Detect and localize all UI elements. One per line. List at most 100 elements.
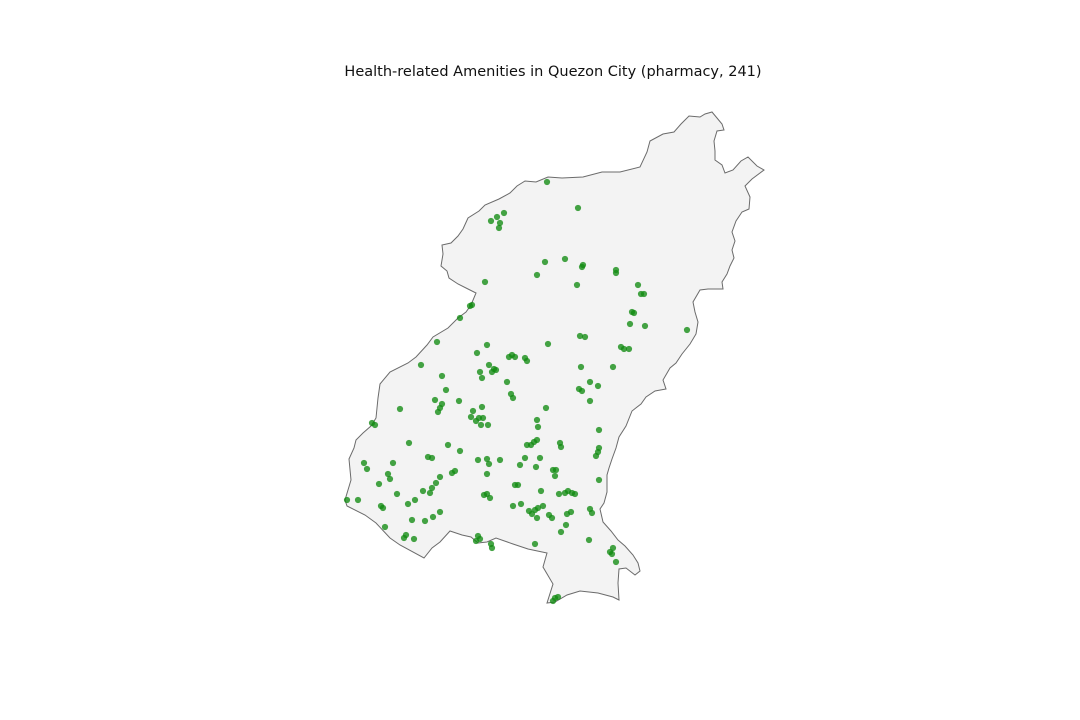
pharmacy-point bbox=[578, 263, 586, 271]
pharmacy-point bbox=[428, 484, 436, 492]
pharmacy-point bbox=[483, 470, 491, 478]
pharmacy-point bbox=[509, 394, 517, 402]
pharmacy-point bbox=[381, 523, 389, 531]
pharmacy-point bbox=[478, 374, 486, 382]
pharmacy-point bbox=[511, 353, 519, 361]
pharmacy-point bbox=[444, 441, 452, 449]
pharmacy-point bbox=[516, 461, 524, 469]
pharmacy-point bbox=[533, 436, 541, 444]
pharmacy-point bbox=[534, 423, 542, 431]
pharmacy-point bbox=[455, 397, 463, 405]
pharmacy-point bbox=[543, 178, 551, 186]
pharmacy-point bbox=[479, 414, 487, 422]
pharmacy-point bbox=[473, 349, 481, 357]
pharmacy-point bbox=[419, 487, 427, 495]
pharmacy-point bbox=[467, 413, 475, 421]
pharmacy-point bbox=[541, 258, 549, 266]
pharmacy-point bbox=[576, 332, 584, 340]
pharmacy-point bbox=[588, 509, 596, 517]
pharmacy-point bbox=[456, 447, 464, 455]
pharmacy-point bbox=[595, 426, 603, 434]
pharmacy-point bbox=[474, 456, 482, 464]
pharmacy-point bbox=[363, 465, 371, 473]
pharmacy-point bbox=[484, 421, 492, 429]
pharmacy-point bbox=[433, 338, 441, 346]
quezon-city-boundary bbox=[344, 111, 765, 604]
pharmacy-point bbox=[417, 361, 425, 369]
pharmacy-point bbox=[534, 504, 542, 512]
pharmacy-point bbox=[469, 407, 477, 415]
pharmacy-point bbox=[375, 480, 383, 488]
pharmacy-point bbox=[410, 535, 418, 543]
pharmacy-point bbox=[571, 490, 579, 498]
pharmacy-point bbox=[555, 490, 563, 498]
pharmacy-point bbox=[586, 397, 594, 405]
pharmacy-point bbox=[574, 204, 582, 212]
pharmacy-point bbox=[434, 408, 442, 416]
pharmacy-point bbox=[641, 322, 649, 330]
pharmacy-point bbox=[548, 514, 556, 522]
pharmacy-point bbox=[488, 368, 496, 376]
pharmacy-point bbox=[483, 455, 491, 463]
pharmacy-point bbox=[625, 345, 633, 353]
pharmacy-point bbox=[456, 314, 464, 322]
pharmacy-point bbox=[496, 456, 504, 464]
pharmacy-point bbox=[421, 517, 429, 525]
pharmacy-point bbox=[496, 219, 504, 227]
pharmacy-point bbox=[448, 469, 456, 477]
pharmacy-point bbox=[612, 558, 620, 566]
pharmacy-point bbox=[379, 504, 387, 512]
pharmacy-point bbox=[411, 496, 419, 504]
pharmacy-point bbox=[509, 502, 517, 510]
pharmacy-point bbox=[486, 494, 494, 502]
pharmacy-point bbox=[592, 452, 600, 460]
pharmacy-point bbox=[360, 459, 368, 467]
pharmacy-points bbox=[343, 178, 691, 605]
pharmacy-point bbox=[557, 528, 565, 536]
map-title: Health-related Amenities in Quezon City … bbox=[344, 64, 762, 80]
pharmacy-point bbox=[488, 544, 496, 552]
pharmacy-point bbox=[562, 521, 570, 529]
pharmacy-point bbox=[549, 597, 557, 605]
pharmacy-point bbox=[544, 340, 552, 348]
pharmacy-point bbox=[640, 290, 648, 298]
pharmacy-point bbox=[561, 255, 569, 263]
pharmacy-point bbox=[485, 361, 493, 369]
pharmacy-point bbox=[573, 281, 581, 289]
pharmacy-point bbox=[429, 513, 437, 521]
pharmacy-point bbox=[371, 421, 379, 429]
pharmacy-point bbox=[683, 326, 691, 334]
pharmacy-point bbox=[539, 502, 547, 510]
pharmacy-point bbox=[396, 405, 404, 413]
pharmacy-point bbox=[472, 417, 480, 425]
pharmacy-point bbox=[405, 439, 413, 447]
pharmacy-point bbox=[595, 476, 603, 484]
pharmacy-point bbox=[476, 368, 484, 376]
pharmacy-point bbox=[533, 416, 541, 424]
pharmacy-point bbox=[466, 302, 474, 310]
pharmacy-point bbox=[521, 454, 529, 462]
pharmacy-point bbox=[585, 536, 593, 544]
pharmacy-point bbox=[426, 489, 434, 497]
pharmacy-point bbox=[551, 472, 559, 480]
pharmacy-point bbox=[630, 309, 638, 317]
pharmacy-point bbox=[500, 209, 508, 217]
pharmacy-point bbox=[581, 333, 589, 341]
pharmacy-point bbox=[533, 271, 541, 279]
pharmacy-point bbox=[531, 540, 539, 548]
pharmacy-point bbox=[404, 500, 412, 508]
pharmacy-point bbox=[483, 341, 491, 349]
pharmacy-point bbox=[487, 217, 495, 225]
pharmacy-point bbox=[542, 404, 550, 412]
pharmacy-point bbox=[436, 473, 444, 481]
pharmacy-point bbox=[485, 460, 493, 468]
pharmacy-point bbox=[517, 500, 525, 508]
pharmacy-point bbox=[495, 224, 503, 232]
pharmacy-point bbox=[608, 550, 616, 558]
pharmacy-point bbox=[393, 490, 401, 498]
pharmacy-point bbox=[532, 463, 540, 471]
pharmacy-point bbox=[557, 443, 565, 451]
pharmacy-point bbox=[503, 378, 511, 386]
pharmacy-point bbox=[400, 534, 408, 542]
